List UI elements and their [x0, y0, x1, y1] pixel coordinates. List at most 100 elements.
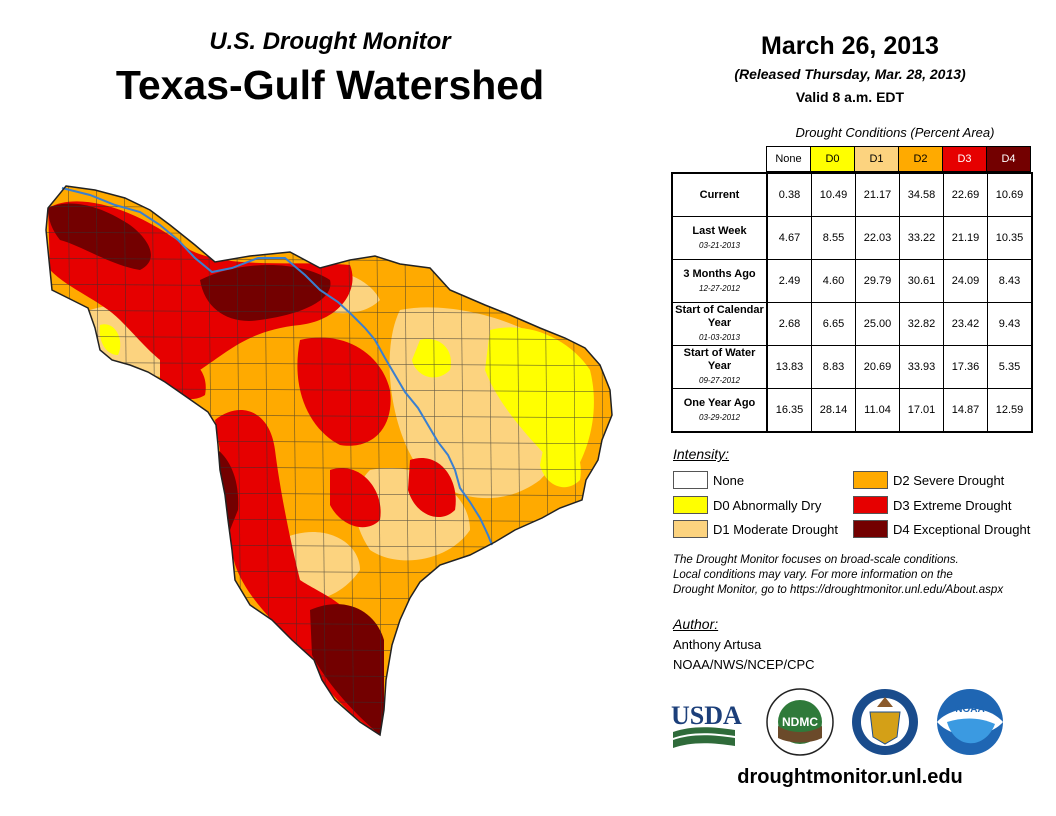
row-label: Current — [671, 172, 768, 217]
author-name: Anthony Artusa — [673, 637, 762, 652]
agency-logos: USDA NDMC NOAA — [671, 688, 1003, 756]
table-cell: 21.17 — [855, 172, 900, 217]
legend-item-d3: D3 Extreme Drought — [853, 496, 1012, 514]
map-subtitle: U.S. Drought Monitor — [209, 28, 451, 55]
table-cell: 14.87 — [943, 388, 988, 433]
legend-swatch — [853, 520, 888, 538]
column-header: None — [766, 146, 811, 172]
drought-conditions-table: Current 0.38 10.49 21.17 34.58 22.69 10.69 Last… — [671, 172, 1033, 433]
note-line: The Drought Monitor focuses on broad-sca… — [673, 554, 959, 566]
note-line: Local conditions may vary. For more info… — [673, 569, 953, 581]
table-cell: 8.43 — [987, 259, 1033, 303]
table-cell: 29.79 — [855, 259, 900, 303]
legend-item-d1: D1 Moderate Drought — [673, 520, 838, 538]
legend-swatch — [673, 520, 708, 538]
legend-label: D3 Extreme Drought — [893, 497, 1012, 513]
noaa-logo: NOAA — [937, 689, 1003, 755]
table-cell: 4.67 — [766, 216, 812, 260]
table-row: Start of Calendar Year 01-03-2013 2.68 6.65… — [671, 302, 1033, 346]
table-cell: 9.43 — [987, 302, 1033, 346]
column-header: D2 — [898, 146, 943, 172]
table-cell: 10.35 — [987, 216, 1033, 260]
table-row: Start of Water Year 09-27-2012 13.83 8.83 20… — [671, 345, 1033, 389]
table-cell: 25.00 — [855, 302, 900, 346]
table-cell: 16.35 — [766, 388, 812, 433]
row-label: Start of Water Year 09-27-2012 — [671, 345, 768, 389]
legend-swatch — [853, 471, 888, 489]
row-date: 09-27-2012 — [699, 376, 740, 385]
legend-label: D2 Severe Drought — [893, 472, 1005, 488]
table-cell: 33.93 — [899, 345, 944, 389]
commerce-seal — [852, 689, 918, 755]
row-label-text: Last Week — [692, 224, 747, 237]
website-link[interactable]: droughtmonitor.unl.edu — [737, 766, 963, 788]
table-cell: 0.38 — [766, 172, 812, 217]
table-cell: 8.55 — [811, 216, 856, 260]
table-cell: 2.68 — [766, 302, 812, 346]
column-header: D4 — [986, 146, 1031, 172]
row-label-text: 3 Months Ago — [683, 267, 756, 280]
disclaimer-note: The Drought Monitor focuses on broad-sca… — [673, 553, 1048, 598]
row-label: One Year Ago 03-29-2012 — [671, 388, 768, 433]
table-cell: 34.58 — [899, 172, 944, 217]
legend-title: Intensity: — [673, 446, 730, 462]
drought-table-header: None D0 D1 D2 D3 D4 — [766, 146, 1031, 172]
row-label: Last Week 03-21-2013 — [671, 216, 768, 260]
row-date: 03-21-2013 — [699, 240, 740, 250]
report-date: March 26, 2013 — [761, 32, 939, 60]
map-title: Texas-Gulf Watershed — [115, 62, 545, 108]
table-row: Last Week 03-21-2013 4.67 8.55 22.03 33.22 21.… — [671, 216, 1033, 260]
legend-swatch — [853, 496, 888, 514]
table-cell: 6.65 — [811, 302, 856, 346]
table-cell: 23.42 — [943, 302, 988, 346]
row-label-text: One Year Ago — [683, 396, 756, 409]
row-date: 03-29-2012 — [699, 412, 740, 422]
row-label: Start of Calendar Year 01-03-2013 — [671, 302, 768, 346]
table-cell: 10.49 — [811, 172, 856, 217]
table-cell: 13.83 — [766, 345, 812, 389]
noaa-logo-text: NOAA — [955, 704, 984, 715]
table-row: One Year Ago 03-29-2012 16.35 28.14 11.04 17.… — [671, 388, 1033, 433]
table-cell: 10.69 — [987, 172, 1033, 217]
table-cell: 5.35 — [987, 345, 1033, 389]
watershed-map — [45, 185, 613, 736]
legend-item-d0: D0 Abnormally Dry — [673, 496, 821, 514]
row-label: 3 Months Ago 12-27-2012 — [671, 259, 768, 303]
usda-logo-text: USDA — [671, 701, 742, 730]
table-cell: 33.22 — [899, 216, 944, 260]
table-row: Current 0.38 10.49 21.17 34.58 22.69 10.69 — [671, 172, 1033, 217]
table-cell: 4.60 — [811, 259, 856, 303]
legend-label: D1 Moderate Drought — [713, 521, 839, 537]
note-line: Drought Monitor, go to https://droughtmo… — [673, 584, 1004, 596]
table-cell: 32.82 — [899, 302, 944, 346]
legend-label: D4 Exceptional Drought — [893, 521, 1031, 537]
table-cell: 17.01 — [899, 388, 944, 433]
column-header: D3 — [942, 146, 987, 172]
column-header: D1 — [854, 146, 899, 172]
table-cell: 20.69 — [855, 345, 900, 389]
table-row: 3 Months Ago 12-27-2012 2.49 4.60 29.79 30.61… — [671, 259, 1033, 303]
table-cell: 2.49 — [766, 259, 812, 303]
row-date: 01-03-2013 — [699, 333, 740, 342]
row-date: 12-27-2012 — [699, 283, 740, 293]
legend-swatch — [673, 471, 708, 489]
legend-label: None — [713, 472, 745, 488]
ndmc-logo-text: NDMC — [782, 715, 818, 729]
table-cell: 8.83 — [811, 345, 856, 389]
table-cell: 24.09 — [943, 259, 988, 303]
ndmc-logo: NDMC — [766, 688, 834, 756]
legend-label: D0 Abnormally Dry — [713, 497, 822, 513]
table-cell: 22.69 — [943, 172, 988, 217]
table-cell: 17.36 — [943, 345, 988, 389]
table-cell: 28.14 — [811, 388, 856, 433]
table-cell: 21.19 — [943, 216, 988, 260]
usda-logo: USDA — [671, 701, 742, 748]
table-cell: 11.04 — [855, 388, 900, 433]
author-organization: NOAA/NWS/NCEP/CPC — [673, 657, 815, 672]
row-label-text: Current — [699, 188, 740, 201]
legend-item-d4: D4 Exceptional Drought — [853, 520, 1030, 538]
column-header: D0 — [810, 146, 855, 172]
table-cell: 22.03 — [855, 216, 900, 260]
row-label-text: Start of Calendar Year — [675, 304, 764, 329]
legend-swatch — [673, 496, 708, 514]
